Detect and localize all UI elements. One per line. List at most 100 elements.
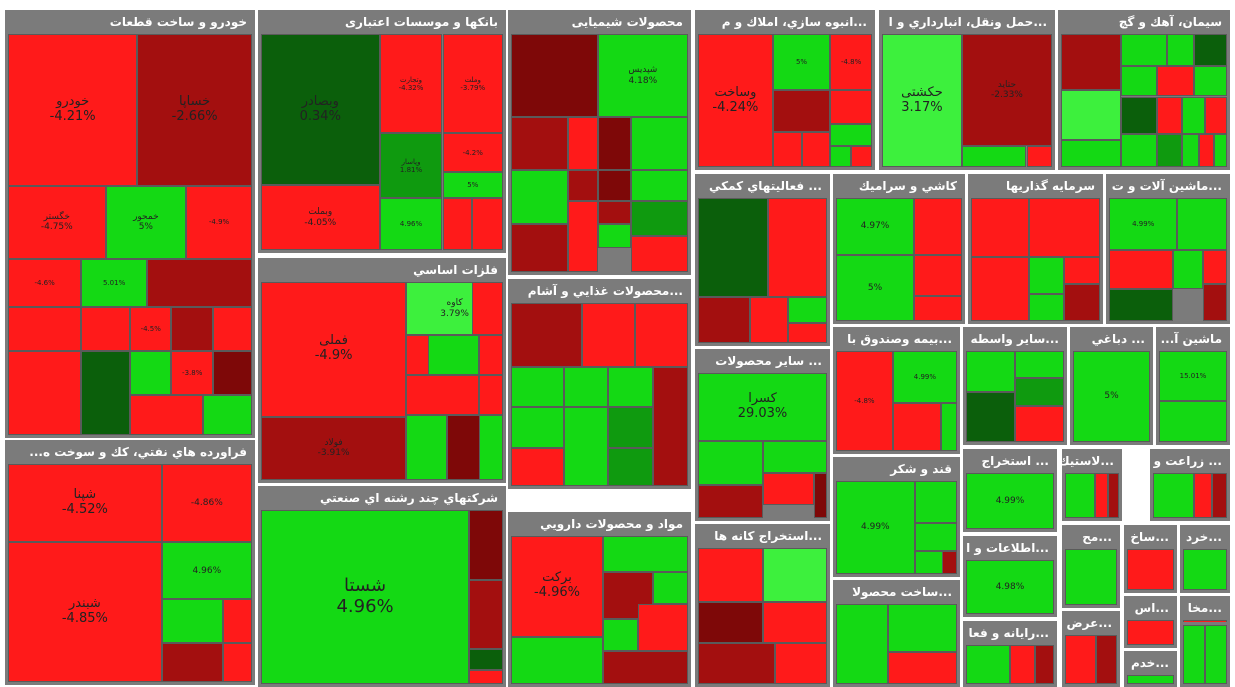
stock-cell[interactable] — [567, 169, 598, 201]
stock-cell[interactable]: خودرو -4.21% — [8, 34, 138, 187]
stock-cell[interactable]: شبندر -4.85% — [8, 542, 162, 682]
sector-panel[interactable]: ...رايانه و فعا — [963, 621, 1057, 687]
stock-cell[interactable]: -4.6% — [8, 258, 82, 307]
stock-cell[interactable] — [564, 367, 609, 408]
stock-cell[interactable] — [597, 200, 632, 225]
stock-cell[interactable]: حکشتی 3.17% — [882, 34, 962, 167]
stock-cell[interactable] — [888, 652, 957, 684]
sector-panel[interactable]: ...لاستيك و — [1062, 449, 1122, 521]
stock-cell[interactable] — [772, 89, 831, 133]
stock-cell[interactable] — [203, 394, 252, 435]
stock-cell[interactable] — [567, 200, 598, 272]
stock-cell[interactable]: 5% — [772, 34, 831, 90]
stock-cell[interactable] — [698, 484, 763, 518]
stock-cell[interactable] — [1203, 284, 1227, 321]
stock-cell[interactable]: 4.96% — [379, 198, 443, 250]
stock-cell[interactable] — [966, 391, 1015, 442]
stock-cell[interactable] — [1010, 645, 1035, 684]
stock-cell[interactable] — [1212, 473, 1227, 518]
stock-cell[interactable] — [511, 367, 565, 408]
stock-cell[interactable] — [161, 642, 223, 682]
stock-cell[interactable] — [564, 407, 609, 486]
stock-cell[interactable] — [1015, 378, 1064, 406]
stock-cell[interactable] — [130, 350, 172, 395]
stock-cell[interactable] — [698, 441, 763, 485]
stock-cell[interactable]: -4.5% — [130, 306, 172, 351]
stock-cell[interactable] — [914, 198, 962, 255]
stock-cell[interactable] — [1015, 351, 1064, 379]
sector-panel[interactable]: قند و شكر 4.99% — [833, 457, 960, 577]
stock-cell[interactable] — [1120, 65, 1158, 97]
stock-cell[interactable] — [1026, 145, 1052, 167]
stock-cell[interactable]: 4.97% — [836, 198, 915, 255]
stock-cell[interactable] — [1109, 249, 1173, 290]
stock-cell[interactable] — [966, 645, 1010, 684]
stock-cell[interactable] — [171, 306, 213, 351]
stock-cell[interactable] — [1063, 257, 1100, 285]
stock-cell[interactable] — [652, 367, 688, 486]
stock-cell[interactable]: -4.9% — [186, 186, 252, 259]
stock-cell[interactable] — [749, 296, 789, 343]
stock-cell[interactable]: 5% — [442, 172, 503, 199]
stock-cell[interactable] — [469, 649, 503, 671]
stock-cell[interactable] — [1205, 625, 1227, 684]
stock-cell[interactable]: 4.99% — [1109, 198, 1178, 250]
stock-cell[interactable] — [511, 636, 604, 684]
stock-cell[interactable] — [597, 224, 632, 249]
stock-cell[interactable] — [1153, 473, 1194, 518]
stock-cell[interactable] — [1096, 635, 1117, 684]
stock-cell[interactable] — [478, 335, 503, 376]
stock-cell[interactable] — [130, 394, 204, 435]
stock-cell[interactable] — [767, 198, 827, 297]
stock-cell[interactable]: وبملت -4.05% — [261, 185, 380, 250]
sector-panel[interactable]: ... استخراج 4.99% — [963, 449, 1057, 532]
stock-cell[interactable] — [892, 403, 942, 451]
stock-cell[interactable] — [631, 117, 688, 170]
stock-cell[interactable] — [631, 169, 688, 201]
stock-cell[interactable] — [597, 117, 632, 170]
stock-cell[interactable]: -3.8% — [171, 350, 213, 395]
stock-cell[interactable]: وبصادر 0.34% — [261, 34, 380, 186]
stock-cell[interactable] — [471, 282, 503, 336]
stock-cell[interactable]: 4.96% — [161, 542, 252, 600]
stock-cell[interactable]: وساخت -4.24% — [698, 34, 773, 167]
sector-panel[interactable]: خودرو و ساخت قطعات خودرو -4.21% خساپا -2.66%… — [5, 10, 255, 438]
stock-cell[interactable] — [471, 198, 503, 250]
stock-cell[interactable]: 4.99% — [892, 351, 957, 403]
stock-cell[interactable]: -4.2% — [442, 133, 503, 173]
stock-cell[interactable] — [1065, 635, 1097, 684]
stock-cell[interactable] — [638, 604, 688, 652]
sector-panel[interactable]: ...عرض — [1062, 611, 1120, 687]
stock-cell[interactable] — [698, 198, 768, 297]
sector-panel[interactable]: بانکها و موسسات اعتباری وبصادر 0.34% وتجارت… — [258, 10, 506, 253]
stock-cell[interactable] — [631, 236, 688, 272]
stock-cell[interactable] — [830, 89, 872, 125]
stock-cell[interactable]: شپنا -4.52% — [8, 464, 162, 543]
stock-cell[interactable]: فولاد -3.91% — [261, 416, 407, 480]
stock-cell[interactable] — [1120, 34, 1168, 66]
stock-cell[interactable] — [1198, 133, 1214, 167]
sector-panel[interactable]: ...ماشین آلات و ت 4.99% — [1106, 174, 1230, 324]
stock-cell[interactable] — [511, 407, 565, 448]
stock-cell[interactable] — [603, 618, 639, 652]
stock-cell[interactable] — [222, 642, 252, 682]
stock-cell[interactable] — [1127, 675, 1174, 684]
stock-cell[interactable] — [608, 447, 653, 486]
stock-cell[interactable] — [1015, 405, 1064, 442]
stock-cell[interactable] — [788, 322, 827, 343]
stock-cell[interactable] — [698, 643, 776, 684]
sector-panel[interactable]: ماشين آ... 15.01% — [1156, 327, 1230, 445]
stock-cell[interactable] — [8, 306, 82, 351]
stock-cell[interactable]: فملی -4.9% — [261, 282, 407, 417]
sector-panel[interactable]: ... فعالیتهاي كمكي — [695, 174, 830, 346]
stock-cell[interactable]: 4.99% — [966, 473, 1054, 529]
sector-panel[interactable]: ...خدم — [1124, 651, 1177, 687]
stock-cell[interactable] — [81, 350, 130, 435]
stock-cell[interactable] — [1157, 96, 1183, 134]
stock-cell[interactable] — [762, 473, 815, 505]
stock-cell[interactable] — [1109, 289, 1173, 321]
stock-cell[interactable] — [762, 602, 827, 644]
stock-cell[interactable] — [81, 306, 130, 351]
sector-panel[interactable]: سرمایه گذاریها — [968, 174, 1103, 324]
stock-cell[interactable] — [888, 604, 957, 652]
